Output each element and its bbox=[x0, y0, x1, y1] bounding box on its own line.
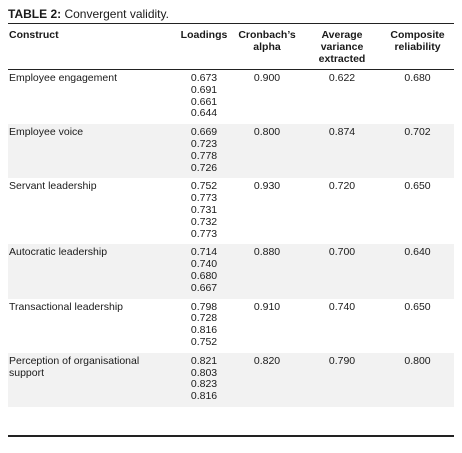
loading-value: 0.732 bbox=[190, 215, 218, 228]
header-ave: Average variance extracted bbox=[303, 24, 381, 70]
caption-text: Convergent validity. bbox=[61, 7, 169, 21]
construct-cell: Employee engagement bbox=[9, 72, 117, 84]
loadings-cell: 0.673 0.691 0.661 0.644 bbox=[177, 70, 231, 125]
construct-cell: Perception of organisational support bbox=[8, 352, 177, 407]
alpha-cell: 0.900 bbox=[253, 72, 281, 84]
loading-value: 0.731 bbox=[190, 203, 218, 216]
loading-value: 0.816 bbox=[190, 324, 218, 337]
header-cr: Composite reliability bbox=[381, 24, 454, 70]
loading-value: 0.752 bbox=[190, 180, 218, 193]
loading-value: 0.773 bbox=[190, 192, 218, 205]
loading-value: 0.798 bbox=[190, 300, 218, 313]
table-caption: TABLE 2: Convergent validity. bbox=[8, 5, 169, 23]
header-construct: Construct bbox=[8, 24, 177, 70]
alpha-cell: 0.820 bbox=[231, 352, 303, 407]
construct-cell: Employee voice bbox=[8, 124, 177, 179]
loadings-cell: 0.669 0.723 0.778 0.726 bbox=[177, 124, 231, 179]
loading-value: 0.816 bbox=[190, 390, 218, 403]
table-row: Autocratic leadership 0.714 0.740 0.680 0.66… bbox=[8, 244, 454, 299]
cr-cell: 0.702 bbox=[381, 124, 454, 179]
cr-cell: 0.680 bbox=[404, 72, 431, 84]
ave-cell: 0.700 bbox=[303, 244, 381, 299]
construct-cell: Servant leadership bbox=[9, 180, 97, 193]
cr-cell: 0.800 bbox=[381, 352, 454, 407]
ave-cell: 0.720 bbox=[328, 180, 356, 193]
loadings-cell: 0.821 0.803 0.823 0.816 bbox=[177, 352, 231, 407]
alpha-cell: 0.910 bbox=[253, 300, 281, 313]
loadings-cell: 0.798 0.728 0.816 0.752 bbox=[177, 299, 231, 353]
construct-cell: Autocratic leadership bbox=[8, 244, 177, 299]
table-row: Employee engagement 0.673 0.691 0.661 0.644 0… bbox=[8, 70, 454, 125]
loading-value: 0.667 bbox=[190, 281, 218, 294]
loading-value: 0.714 bbox=[190, 246, 218, 259]
bottom-rule bbox=[8, 435, 454, 437]
header-alpha: Cronbach’s alpha bbox=[231, 24, 303, 70]
ave-cell: 0.622 bbox=[328, 72, 356, 84]
loading-value: 0.669 bbox=[190, 126, 218, 139]
loading-value: 0.691 bbox=[190, 83, 218, 96]
loading-value: 0.740 bbox=[190, 258, 218, 271]
loading-value: 0.752 bbox=[190, 335, 218, 348]
loading-value: 0.823 bbox=[190, 378, 218, 391]
loading-value: 0.726 bbox=[190, 161, 218, 174]
header-loadings: Loadings bbox=[177, 24, 231, 70]
loadings-cell: 0.752 0.773 0.731 0.732 0.773 bbox=[177, 178, 231, 244]
loading-value: 0.673 bbox=[190, 72, 218, 84]
top-rule bbox=[8, 23, 454, 24]
alpha-cell: 0.800 bbox=[231, 124, 303, 179]
table-row: Servant leadership 0.752 0.773 0.731 0.732 0.… bbox=[8, 178, 454, 244]
table-body: Employee engagement 0.673 0.691 0.661 0.644 0… bbox=[8, 70, 454, 407]
alpha-cell: 0.880 bbox=[231, 244, 303, 299]
loading-value: 0.661 bbox=[190, 95, 218, 108]
caption-label: TABLE 2: bbox=[8, 7, 62, 21]
header-row: Construct Loadings Cronbach’s alpha Aver… bbox=[8, 24, 454, 70]
ave-cell: 0.790 bbox=[303, 352, 381, 407]
construct-cell: Transactional leadership bbox=[9, 300, 124, 313]
loading-value: 0.728 bbox=[190, 312, 218, 325]
table-row: Transactional leadership 0.798 0.728 0.816 0… bbox=[8, 299, 454, 353]
loadings-cell: 0.714 0.740 0.680 0.667 bbox=[177, 244, 231, 299]
table-row: Perception of organisational support 0.82… bbox=[8, 352, 454, 407]
cr-cell: 0.650 bbox=[404, 300, 431, 313]
loading-value: 0.821 bbox=[190, 354, 218, 367]
cr-cell: 0.650 bbox=[404, 180, 431, 193]
convergent-validity-table: Construct Loadings Cronbach’s alpha Aver… bbox=[8, 24, 454, 407]
loading-value: 0.803 bbox=[190, 366, 218, 379]
loading-value: 0.778 bbox=[190, 149, 218, 162]
loading-value: 0.680 bbox=[190, 269, 218, 282]
cr-cell: 0.640 bbox=[381, 244, 454, 299]
ave-cell: 0.740 bbox=[328, 300, 356, 313]
table-row: Employee voice 0.669 0.723 0.778 0.726 0.800 0… bbox=[8, 124, 454, 179]
alpha-cell: 0.930 bbox=[253, 180, 281, 193]
loading-value: 0.773 bbox=[190, 227, 218, 240]
ave-cell: 0.874 bbox=[303, 124, 381, 179]
loading-value: 0.723 bbox=[190, 137, 218, 150]
loading-value: 0.644 bbox=[190, 107, 218, 120]
